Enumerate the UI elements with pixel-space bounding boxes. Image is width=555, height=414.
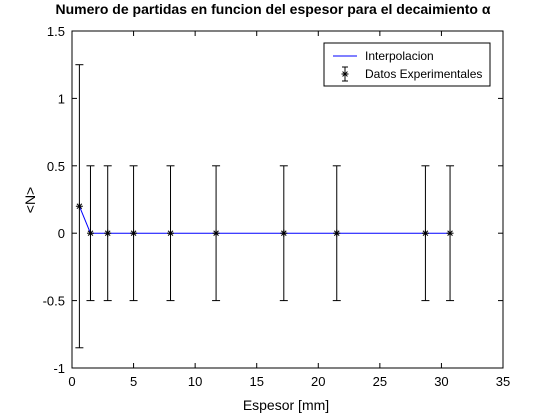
plot-area: [71, 30, 504, 369]
y-tick-label: 0: [58, 226, 65, 241]
data-point: [129, 165, 138, 302]
data-point: [421, 165, 430, 302]
legend-box: [323, 42, 491, 87]
marker-stroke: [104, 230, 111, 237]
asterisk-marker: [280, 229, 288, 237]
chart-title: Numero de partidas en funcion del espeso…: [56, 1, 491, 17]
data-point: [212, 165, 221, 302]
marker-stroke: [281, 230, 287, 237]
x-tick-label: 15: [249, 374, 263, 389]
legend-asterisk-marker: [341, 70, 349, 78]
asterisk-marker: [421, 229, 429, 237]
y-axis-label: <N>: [22, 187, 38, 213]
legend-label-interpolacion: Interpolacion: [365, 49, 434, 63]
axes-box: [71, 30, 504, 369]
y-tick-label: 0.5: [47, 159, 65, 174]
marker-stroke: [167, 230, 174, 237]
legend: Interpolacion Datos Experimentales: [323, 42, 491, 87]
asterisk-marker: [86, 229, 94, 237]
marker-stroke: [213, 230, 219, 237]
y-axis-ticks: -1 -0.5 0 0.5 1 1.5: [43, 24, 503, 376]
asterisk-marker: [212, 229, 220, 237]
marker-stroke: [130, 230, 137, 237]
x-tick-label: 10: [188, 374, 202, 389]
marker-stroke: [87, 230, 94, 237]
data-point: [103, 165, 112, 302]
y-tick-label: -1: [53, 361, 65, 376]
y-tick-label: -0.5: [43, 294, 65, 309]
legend-label-datos-experimentales: Datos Experimentales: [365, 67, 482, 81]
series-layer: [75, 64, 455, 349]
data-point: [75, 64, 84, 349]
x-axis-ticks: 0 5 10 15 20 25 30 35: [68, 31, 510, 389]
asterisk-marker: [130, 229, 138, 237]
y-tick-label: 1.5: [47, 24, 65, 39]
asterisk-marker: [446, 229, 454, 237]
marker-stroke: [333, 230, 340, 237]
data-point: [279, 165, 288, 302]
marker-stroke: [422, 230, 429, 237]
asterisk-marker: [333, 229, 341, 237]
x-tick-label: 35: [496, 374, 510, 389]
x-tick-label: 0: [68, 374, 75, 389]
x-tick-label: 5: [130, 374, 137, 389]
data-point: [86, 165, 95, 302]
marker-stroke: [76, 203, 83, 210]
legend-errorbar-swatch: [341, 66, 349, 82]
data-point: [332, 165, 341, 302]
interpolacion-line: [78, 206, 451, 234]
x-tick-label: 25: [373, 374, 387, 389]
data-point: [166, 165, 175, 302]
x-tick-label: 20: [311, 374, 325, 389]
asterisk-marker: [167, 229, 175, 237]
data-point: [446, 165, 455, 302]
marker-stroke: [447, 230, 453, 237]
x-tick-label: 30: [434, 374, 448, 389]
asterisk-marker: [75, 202, 83, 210]
marker-stroke: [342, 71, 348, 77]
x-axis-label: Espesor [mm]: [243, 397, 329, 413]
asterisk-marker: [104, 229, 112, 237]
y-tick-label: 1: [58, 91, 65, 106]
